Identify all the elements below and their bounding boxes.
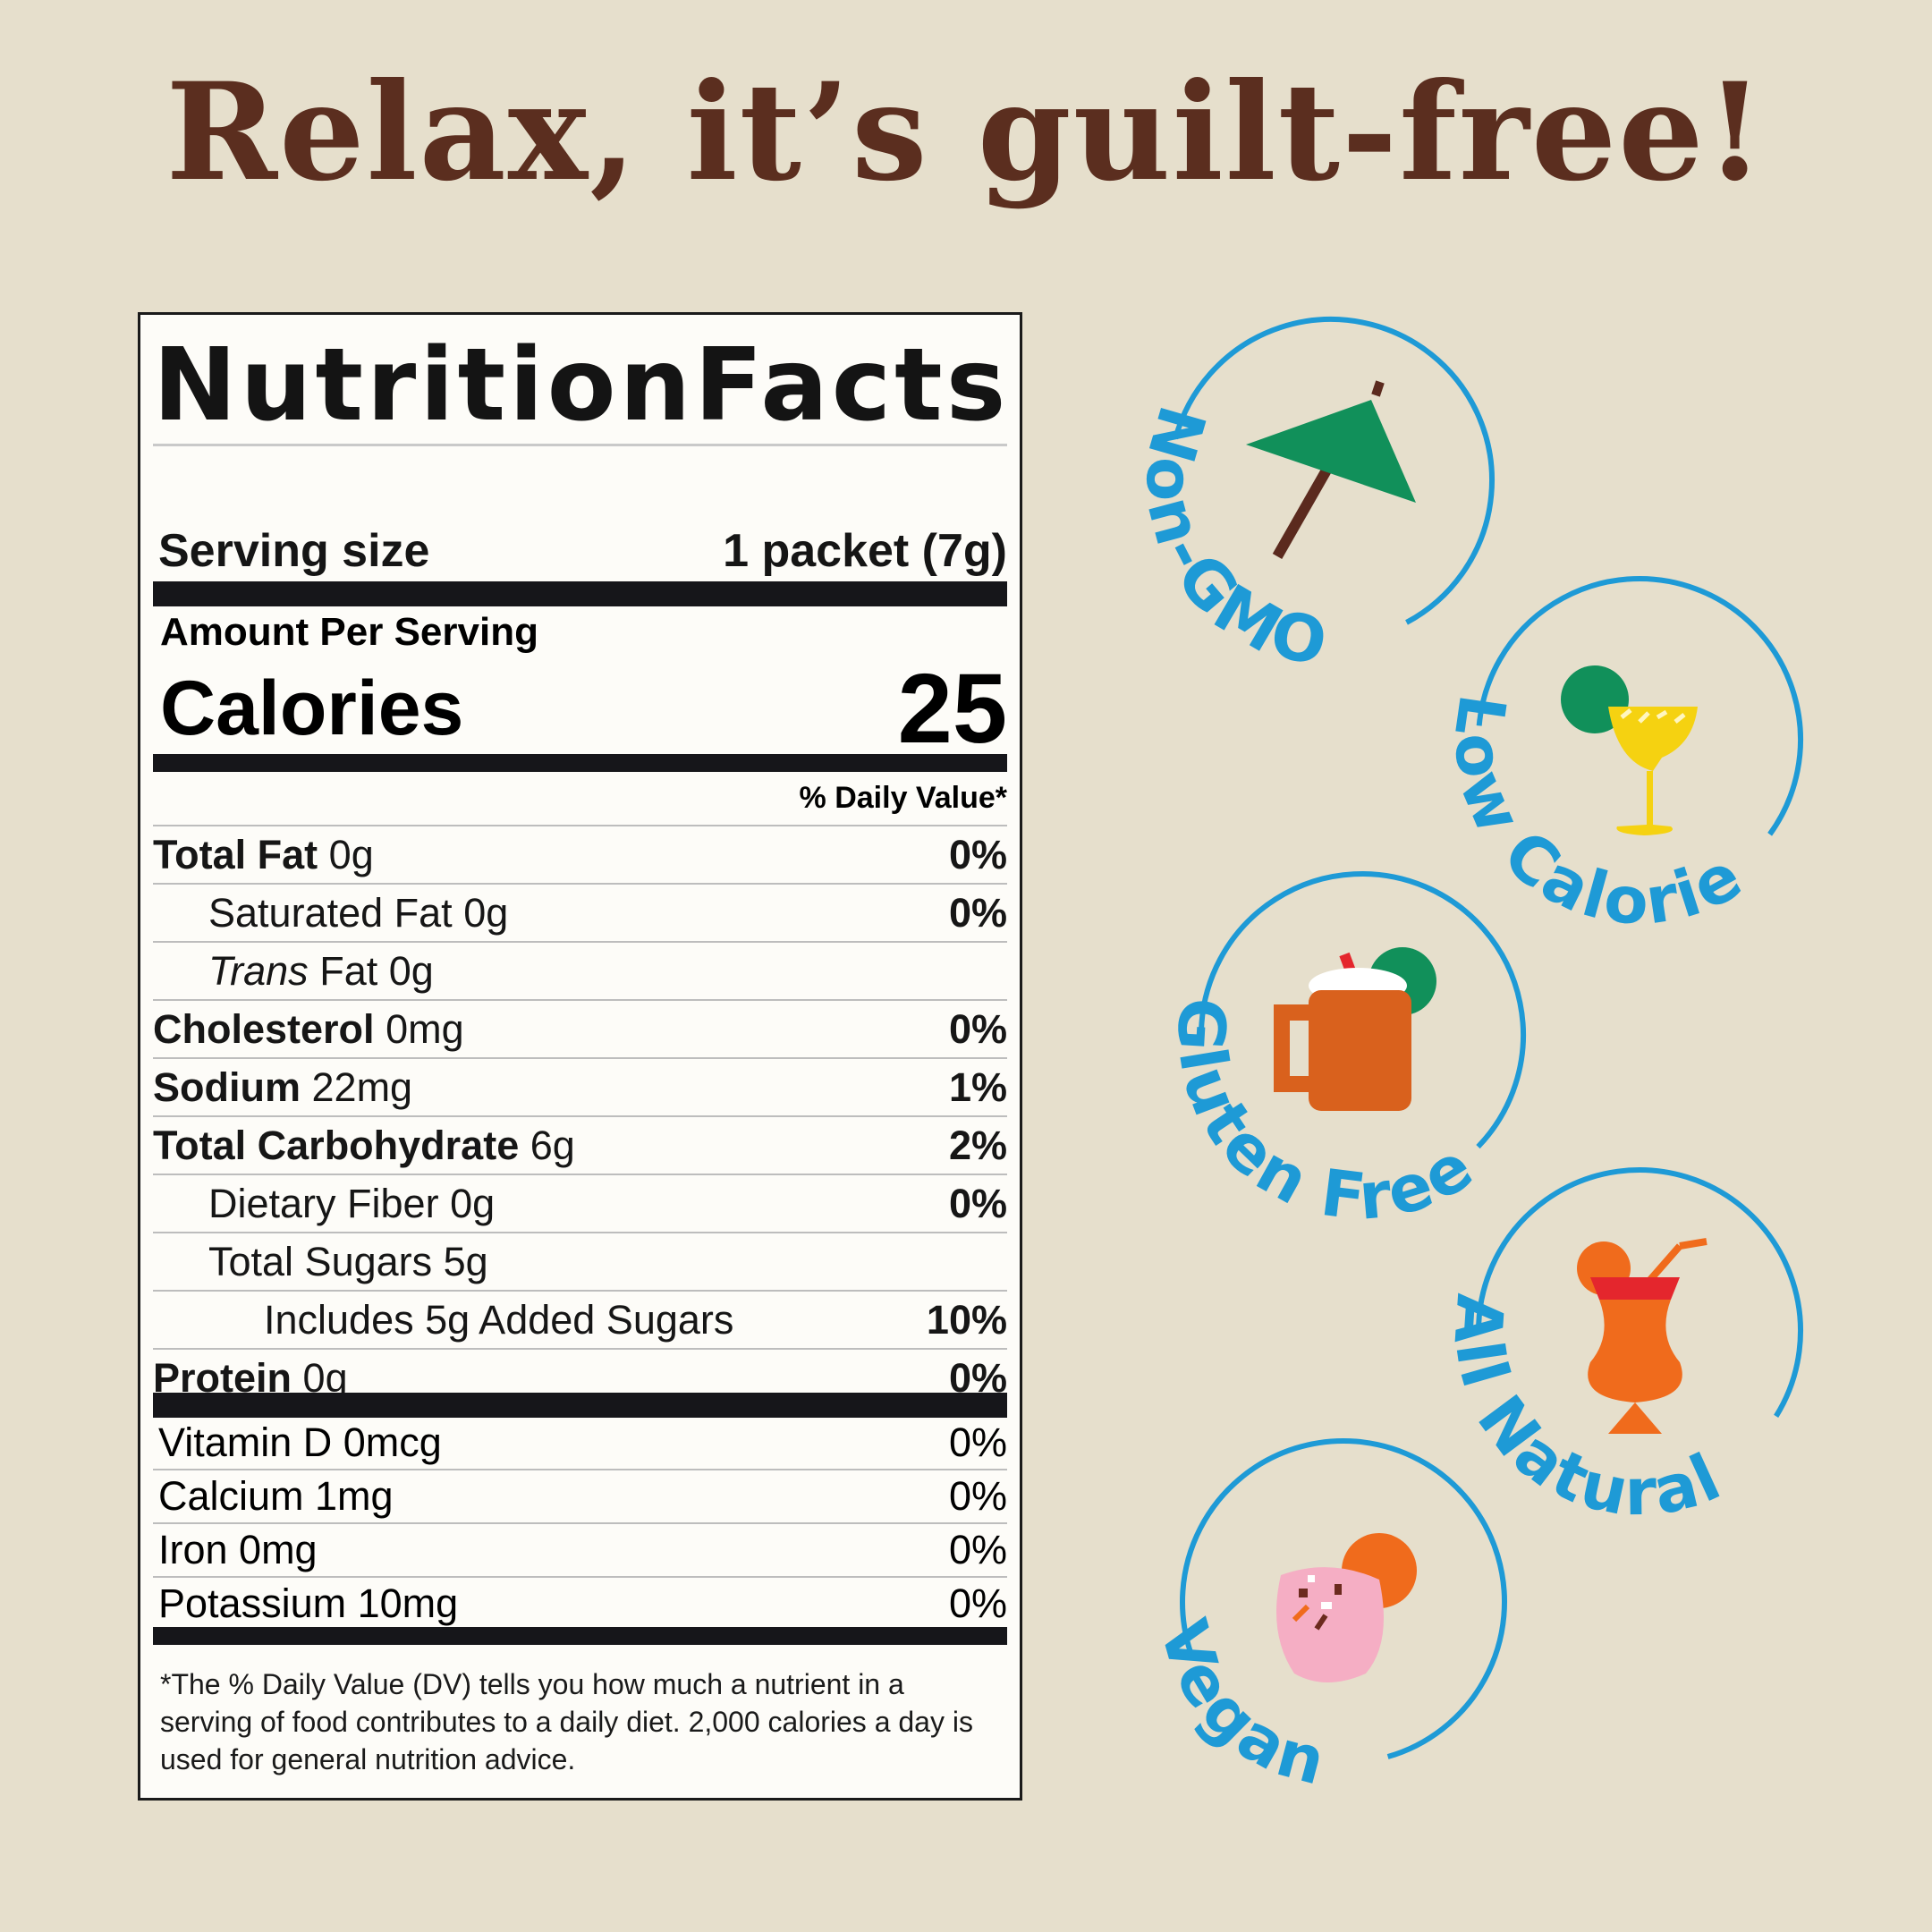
nutrient-amount: 6g — [530, 1122, 575, 1168]
badge-ring — [1199, 871, 1526, 1149]
nutrient-name: Total Sugars 5g — [153, 1239, 488, 1285]
title-word-facts: Facts — [694, 327, 1010, 444]
pink-tumbler-icon — [1276, 1533, 1417, 1682]
nutrient-name: Sodium 22mg — [153, 1064, 412, 1111]
nutrient-amount: 0g — [450, 1180, 496, 1226]
vitamin-row: Vitamin D 0mcg 0% — [153, 1417, 1007, 1470]
nutrient-label: Trans — [208, 947, 309, 994]
nutrient-name: Trans Fat 0g — [153, 948, 434, 995]
nutrient-amount: 0g — [463, 889, 509, 936]
vitamin-label: Potassium 10mg — [158, 1580, 459, 1626]
thick-divider — [153, 754, 1007, 772]
vitamin-daily-value: 0% — [948, 1419, 1007, 1465]
nutrient-row: Includes 5g Added Sugars 10% — [153, 1290, 1007, 1348]
vitamin-row: Iron 0mg 0% — [153, 1524, 1007, 1578]
amount-per-serving: Amount Per Serving — [160, 610, 538, 654]
nutrient-daily-value: 0% — [948, 889, 1007, 936]
badge-label: All Natural — [1439, 1292, 1733, 1530]
badge-gluten-free: Gluten Free — [1163, 871, 1526, 1234]
nutrient-label: Includes 5g Added Sugars — [264, 1296, 734, 1343]
nutrient-daily-value: 2% — [948, 1122, 1007, 1168]
nutrient-label: Saturated Fat — [208, 889, 453, 936]
vitamin-daily-value: 0% — [948, 1473, 1007, 1519]
nutrient-name: Dietary Fiber 0g — [153, 1181, 495, 1227]
nutrient-label: Dietary Fiber — [208, 1180, 439, 1226]
nutrient-daily-value: 1% — [948, 1063, 1007, 1110]
nutrient-name: Cholesterol 0mg — [153, 1006, 464, 1053]
hurricane-glass-icon — [1577, 1238, 1707, 1434]
nutrient-amount: 5g — [443, 1238, 488, 1284]
nutrition-facts-title: Nutrition Facts — [153, 327, 1007, 444]
nutrient-name: Total Carbohydrate 6g — [153, 1123, 575, 1169]
nutrient-name: Includes 5g Added Sugars — [153, 1297, 733, 1343]
thick-divider — [153, 1393, 1007, 1418]
calories-row: Calories 25 — [160, 654, 1007, 764]
serving-size-row: Serving size 1 packet (7g) — [153, 522, 1007, 580]
nutrient-row: Total Sugars 5g — [153, 1232, 1007, 1290]
badge-ring — [1180, 1438, 1507, 1759]
nutrient-row: Total Fat 0g 0% — [153, 825, 1007, 883]
calories-value: 25 — [897, 653, 1007, 764]
vitamin-label: Vitamin D 0mcg — [158, 1419, 442, 1465]
nutrient-daily-value: 0% — [948, 1005, 1007, 1052]
nutrient-name: Saturated Fat 0g — [153, 890, 508, 936]
footnote: *The % Daily Value (DV) tells you how mu… — [160, 1668, 973, 1775]
nutrient-amount: 22mg — [311, 1063, 413, 1110]
nutrient-name: Total Fat 0g — [153, 832, 374, 878]
serving-size-label: Serving size — [158, 525, 430, 577]
badge-vegan: Vegan — [1146, 1438, 1507, 1801]
badge-low-calorie: Low Calorie — [1439, 576, 1803, 939]
calories-label: Calories — [160, 665, 464, 751]
nutrient-daily-value: 0% — [948, 1180, 1007, 1226]
title-word-nutrition: Nutrition — [153, 327, 695, 444]
nutrient-daily-value: 0% — [948, 831, 1007, 877]
badge-ring — [1173, 317, 1495, 625]
margarita-glass-icon — [1561, 665, 1698, 835]
nutrient-row: Sodium 22mg 1% — [153, 1057, 1007, 1115]
vitamin-label: Calcium 1mg — [158, 1473, 394, 1519]
nutrient-label: Total Carbohydrate — [153, 1122, 520, 1168]
nutrient-row: Cholesterol 0mg 0% — [153, 999, 1007, 1057]
vitamin-rows: Vitamin D 0mcg 0% Calcium 1mg 0% Iron 0mg 0% P… — [153, 1417, 1007, 1630]
nutrient-daily-value: 10% — [926, 1296, 1007, 1343]
nutrient-amount: 0g — [328, 831, 374, 877]
nutrient-row: Trans Fat 0g — [153, 941, 1007, 999]
vitamin-daily-value: 0% — [948, 1527, 1007, 1572]
daily-value-header: % Daily Value* — [153, 780, 1007, 816]
badge-ring — [1476, 1167, 1803, 1418]
badge-all-natural: All Natural — [1439, 1167, 1803, 1530]
divider — [153, 444, 1007, 446]
nutrient-label: Sodium — [153, 1063, 301, 1110]
vitamin-daily-value: 0% — [948, 1580, 1007, 1626]
headline: Relax, it’s guilt-free! — [165, 54, 1767, 211]
vitamin-row: Calcium 1mg 0% — [153, 1470, 1007, 1524]
nutrient-label: Total Fat — [153, 831, 318, 877]
vitamin-label: Iron 0mg — [158, 1527, 318, 1572]
thick-divider — [153, 581, 1007, 606]
badge-non-gmo: Non-GMO — [1132, 317, 1495, 681]
nutrition-facts-label: Nutrition Facts Serving size 1 packet (7… — [138, 312, 1022, 1801]
nutrient-row: Saturated Fat 0g 0% — [153, 883, 1007, 941]
nutrient-row: Dietary Fiber 0g 0% — [153, 1174, 1007, 1232]
daily-value-header-text: % Daily Value* — [799, 780, 1007, 815]
cocktail-umbrella-icon — [1246, 380, 1416, 559]
nutrient-amount: 0mg — [386, 1005, 464, 1052]
mule-mug-icon — [1274, 947, 1436, 1111]
thick-divider — [153, 1627, 1007, 1645]
serving-size-value: 1 packet (7g) — [723, 525, 1007, 577]
nutrient-row: Total Carbohydrate 6g 2% — [153, 1115, 1007, 1174]
vitamin-row: Potassium 10mg 0% — [153, 1578, 1007, 1630]
nutrient-label: Cholesterol — [153, 1005, 375, 1052]
nutrient-amount: Fat 0g — [319, 947, 434, 994]
nutrient-label: Total Sugars — [208, 1238, 433, 1284]
badge-ring — [1476, 576, 1803, 836]
